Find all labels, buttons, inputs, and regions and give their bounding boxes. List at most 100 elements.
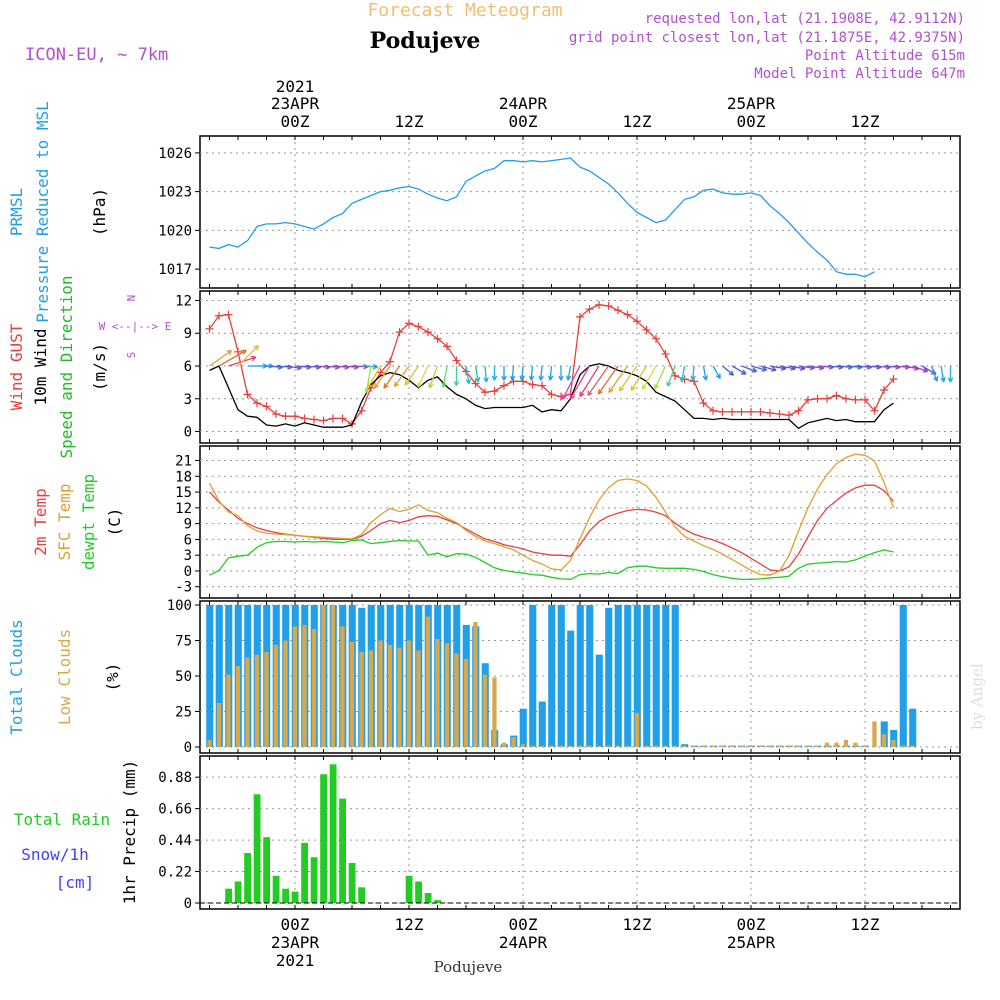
compass-north-label: N (125, 295, 138, 302)
wind-direction-arrow (547, 365, 554, 381)
wind-direction-arrow (930, 365, 939, 382)
y-tick-label: 12 (175, 501, 192, 517)
wind-direction-arrow (364, 365, 372, 393)
rain-bar (234, 881, 242, 903)
y-axis-label: (C) (105, 508, 124, 537)
low-cloud-bar (596, 745, 602, 747)
total-cloud-bar (548, 605, 556, 747)
gust-marker (785, 411, 793, 420)
low-cloud-bar (615, 745, 621, 747)
y-tick-label: 3 (184, 548, 192, 564)
low-cloud-bar (349, 641, 355, 747)
location-name: Podujeve (370, 28, 481, 54)
total-cloud-bar (624, 605, 632, 747)
total-cloud-bar (519, 708, 527, 747)
y-axis-label: SFC Temp (55, 483, 74, 560)
gust-marker (851, 395, 860, 404)
low-cloud-bar (511, 737, 516, 747)
wind-direction-arrow (912, 365, 929, 373)
bottom-axis-date: 24APR (499, 933, 548, 952)
wind-direction-arrow (597, 365, 619, 395)
wind-direction-arrow (947, 366, 954, 383)
point-altitude: Point Altitude 615m (805, 48, 965, 64)
gust-marker (215, 311, 223, 320)
bottom-axis-hour: 12Z (851, 915, 880, 934)
y-axis-label: Total Clouds (7, 619, 26, 735)
wind-direction-arrow (565, 365, 572, 381)
gust-marker (443, 342, 451, 351)
rain-bar (339, 798, 346, 903)
low-cloud-bar (796, 745, 801, 747)
low-cloud-bar (843, 739, 849, 747)
y-axis-label: Low Clouds (55, 629, 74, 725)
y-tick-label: 21 (175, 454, 192, 470)
gust-marker (243, 390, 252, 399)
wind-direction-arrow (641, 365, 657, 390)
top-axis-hour: 00Z (737, 112, 766, 131)
y-tick-label: 75 (175, 634, 192, 650)
rain-bar (358, 887, 365, 903)
low-cloud-bar (397, 647, 402, 747)
wind-direction-arrow (579, 365, 600, 398)
low-cloud-bar (815, 745, 820, 747)
top-axis-hour: 00Z (281, 112, 310, 131)
gust-marker (433, 334, 442, 343)
total-cloud-bar (909, 708, 917, 747)
wind-direction-arrow (679, 365, 686, 383)
y-tick-label: 1017 (158, 262, 192, 278)
bottom-axis-hour: 12Z (395, 915, 424, 934)
total-cloud-bar (605, 607, 613, 747)
wind-direction-arrow (630, 365, 648, 391)
low-cloud-bar (216, 703, 222, 747)
low-cloud-bar (539, 745, 545, 747)
wind-direction-arrow (474, 365, 481, 383)
rain-bar (253, 794, 261, 903)
top-axis-year: 2021 (276, 77, 315, 96)
y-axis-label: PRMSL (7, 188, 26, 236)
low-cloud-bar (587, 745, 592, 747)
wind-direction-arrow (428, 365, 439, 389)
gust-marker (357, 406, 366, 415)
panel-frame (199, 135, 961, 289)
wind-direction-arrow (587, 365, 610, 397)
low-cloud-bar (881, 734, 887, 747)
series-line-10m-wind (209, 363, 894, 430)
y-axis-label: (%) (103, 663, 122, 692)
low-cloud-bar (264, 651, 269, 747)
gust-marker (756, 407, 765, 416)
gust-marker (490, 387, 499, 396)
top-axis-date: 24APR (499, 94, 548, 113)
y-axis-label: (hPa) (90, 188, 109, 236)
low-cloud-bar (777, 745, 782, 747)
y-tick-label: 0.88 (158, 770, 192, 786)
total-cloud-bar (614, 605, 622, 747)
rain-bar (434, 900, 441, 903)
low-cloud-bar (340, 626, 345, 747)
wind-direction-arrow (702, 365, 709, 381)
total-cloud-bar (890, 730, 898, 747)
wind-direction-arrow (491, 366, 498, 381)
low-cloud-bar (463, 659, 469, 747)
gust-marker (832, 391, 841, 400)
gust-marker (262, 402, 271, 411)
total-cloud-bar (215, 605, 223, 747)
low-cloud-bar (311, 629, 317, 747)
y-tick-label: 0.22 (158, 865, 192, 881)
low-cloud-bar (482, 674, 488, 747)
wind-direction-arrow (561, 365, 581, 400)
gust-marker (718, 407, 727, 416)
gust-marker (604, 301, 613, 310)
gust-marker (880, 386, 888, 395)
total-cloud-bar (206, 605, 214, 747)
gust-marker (538, 381, 546, 390)
series-line-2m-temp (209, 484, 894, 572)
low-cloud-bar (568, 745, 573, 747)
panel-clouds: 0 25 50 75 100 Total Clouds Low Clouds (%) (7, 598, 961, 756)
bottom-axis-date: 25APR (727, 933, 776, 952)
gust-marker (528, 380, 537, 389)
gust-marker (614, 306, 622, 315)
rain-bar (301, 842, 308, 903)
low-cloud-bar (378, 640, 383, 747)
rain-bar (244, 853, 251, 903)
